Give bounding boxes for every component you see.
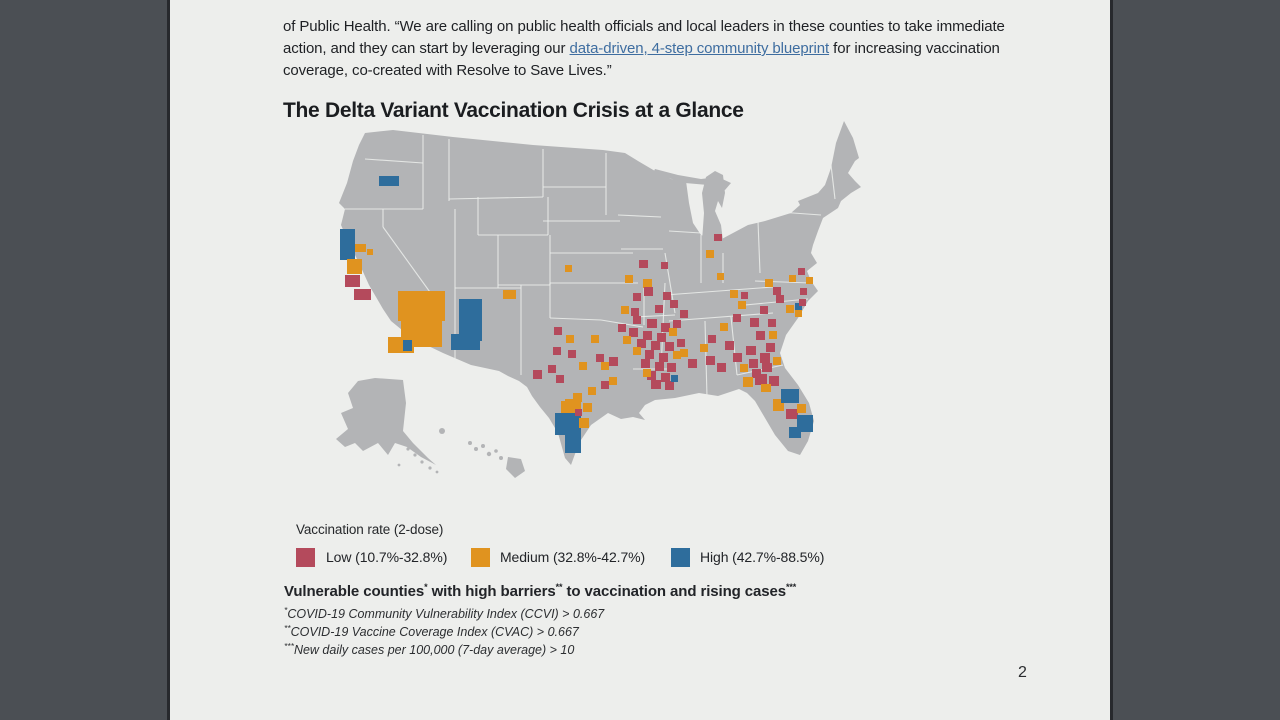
caption-text: to vaccination and rising cases	[562, 583, 787, 600]
aleutian-islands	[397, 447, 439, 474]
footnote-cases: ***New daily cases per 100,000 (7-day av…	[284, 641, 984, 657]
caption-text: Vulnerable counties	[284, 583, 425, 600]
michigan-mitten-shape	[702, 171, 725, 255]
map-legend-title: Vaccination rate (2-dose)	[296, 522, 444, 537]
page-number: 2	[1018, 664, 1027, 681]
map-legend: Low (10.7%-32.8%) Medium (32.8%-42.7%) H…	[296, 547, 1016, 567]
page-title: The Delta Variant Vaccination Crisis at …	[283, 99, 744, 123]
footnote-marker: ***	[284, 641, 294, 651]
us-mainland-shape	[339, 121, 861, 465]
footnote-text: New daily cases per 100,000 (7-day avera…	[293, 643, 575, 658]
state-borders	[345, 135, 836, 398]
caption-asterisk: *	[424, 582, 428, 592]
us-map-svg	[336, 121, 861, 478]
footnote-text: COVID-19 Vaccine Coverage Index (CVAC) >…	[290, 625, 579, 640]
blueprint-link[interactable]: data-driven, 4-step community blueprint	[569, 40, 830, 57]
us-county-map	[303, 113, 883, 513]
footnote-text: COVID-19 Community Vulnerability Index (…	[287, 607, 605, 622]
legend-swatch-high	[671, 548, 690, 567]
paragraph-text-before: of Public Health. “We are calling on pub…	[283, 18, 1005, 57]
document-page: of Public Health. “We are calling on pub…	[167, 0, 1113, 720]
map-caption: Vulnerable counties* with high barriers*…	[284, 582, 984, 600]
footnote-marker: **	[284, 623, 291, 633]
legend-label-high: High (42.7%-88.5%)	[700, 549, 825, 565]
legend-label-low: Low (10.7%-32.8%)	[326, 549, 448, 565]
footnote-cvac: **COVID-19 Vaccine Coverage Index (CVAC)…	[284, 623, 984, 639]
legend-swatch-low	[296, 548, 315, 567]
legend-swatch-medium	[471, 548, 490, 567]
caption-text: with high barriers	[427, 583, 556, 600]
caption-asterisk: **	[555, 582, 563, 592]
county-markers	[340, 176, 813, 453]
caption-asterisk: ***	[785, 582, 797, 592]
footnote-marker: *	[284, 605, 288, 615]
hawaii-islands	[439, 428, 525, 478]
body-paragraph: of Public Health. “We are calling on pub…	[283, 16, 1017, 82]
alaska-shape	[336, 378, 436, 465]
footnote-ccvi: *COVID-19 Community Vulnerability Index …	[284, 605, 984, 621]
legend-label-medium: Medium (32.8%-42.7%)	[500, 549, 646, 565]
paragraph-text-after: for increasing vaccination coverage, co-…	[283, 40, 1000, 79]
